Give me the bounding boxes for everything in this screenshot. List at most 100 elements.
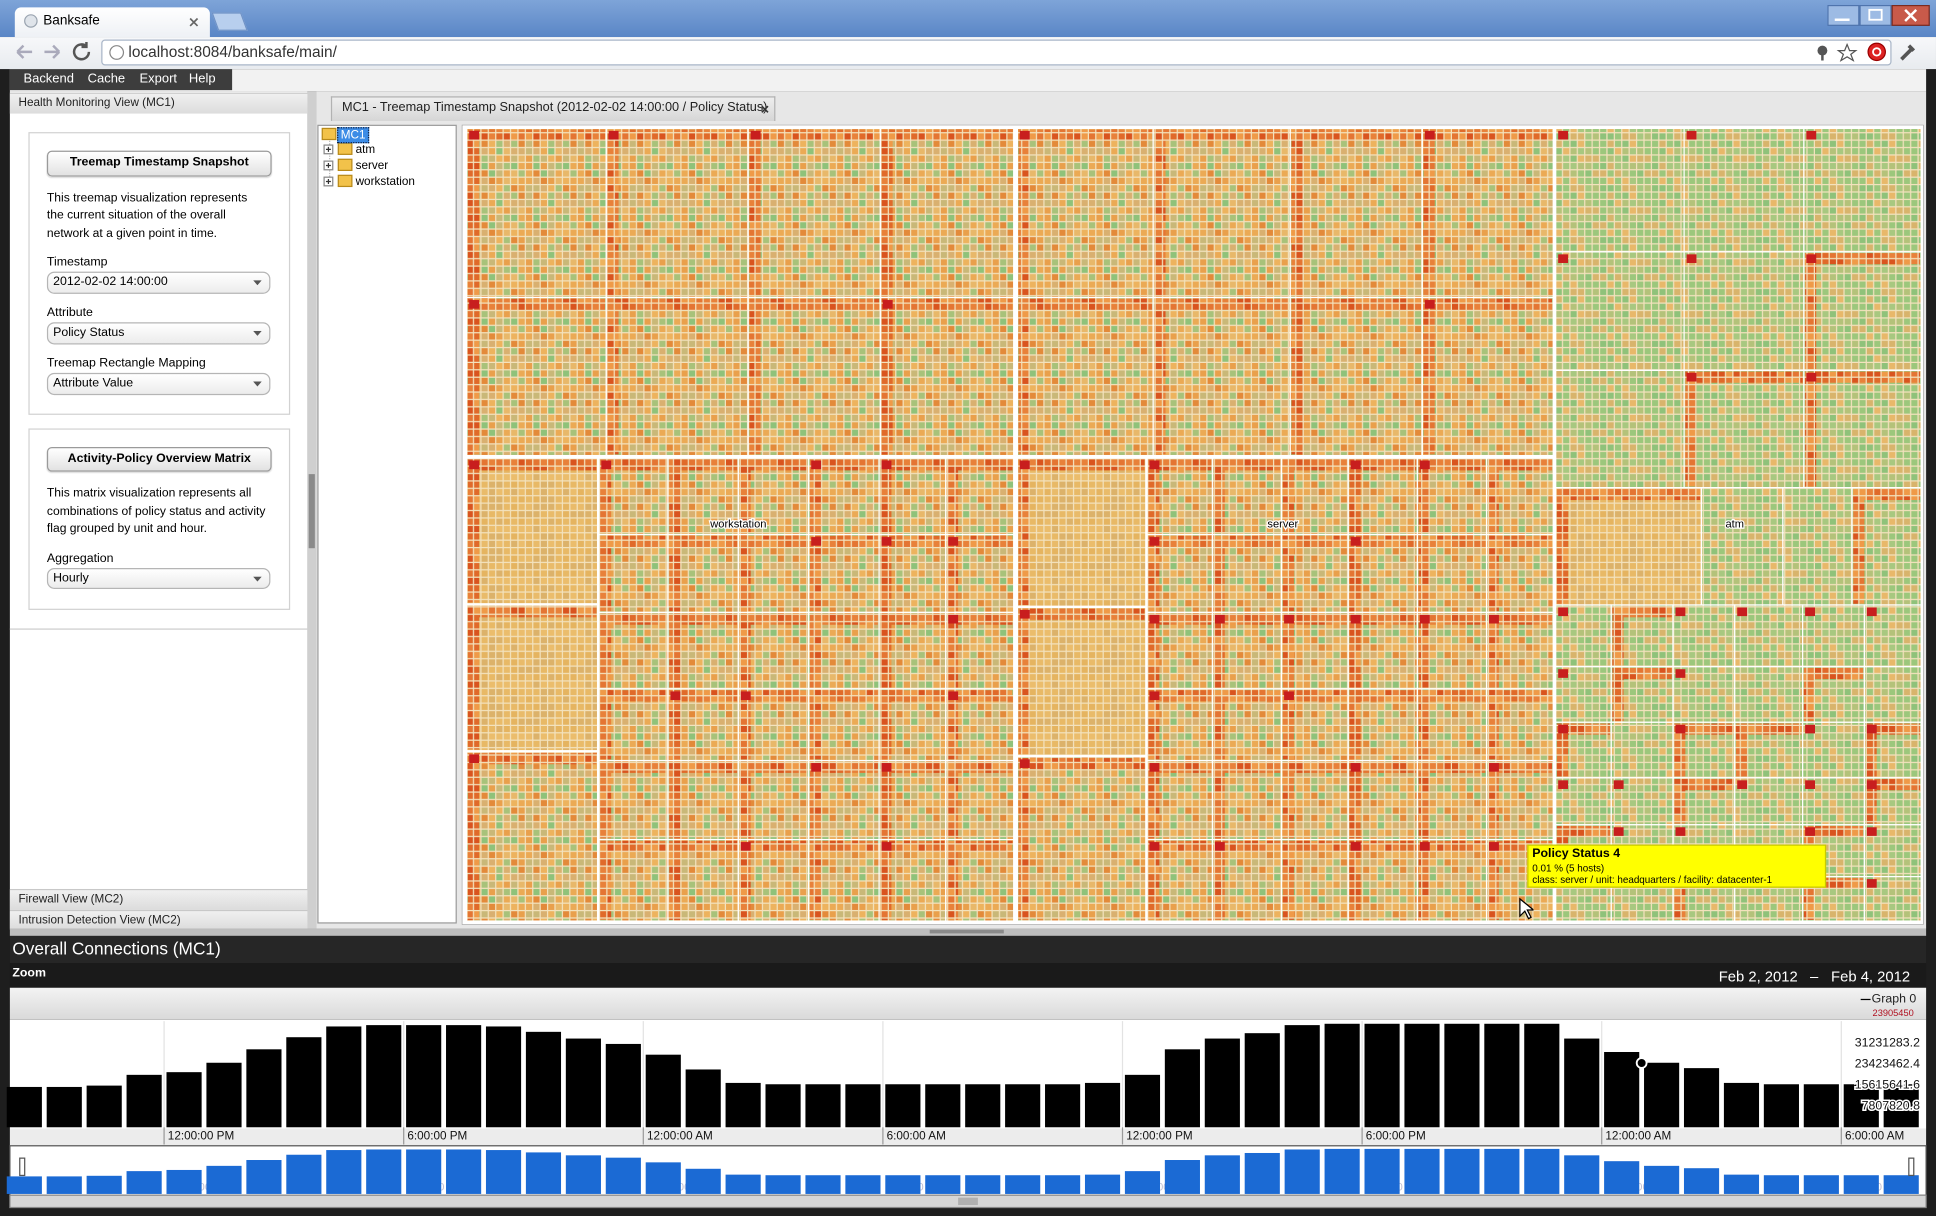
treemap-alert-cell <box>1019 609 1030 619</box>
folder-icon <box>337 142 353 155</box>
tree-node[interactable]: atm <box>355 143 376 157</box>
treemap-alert-cell <box>1806 372 1817 382</box>
treemap[interactable]: workstation server atm <box>461 124 1924 925</box>
treemap-strip <box>1148 459 1212 471</box>
navigator-bar <box>1124 1171 1161 1194</box>
treemap-strip <box>1148 690 1212 702</box>
treemap-strip <box>1018 608 1030 755</box>
folder-icon <box>337 158 353 172</box>
treemap-alert-cell <box>1675 669 1686 678</box>
treemap-strip <box>1487 690 1499 760</box>
minimize-button[interactable] <box>1827 4 1860 26</box>
menu-bar: Backend Cache Export Help <box>9 69 233 91</box>
menu-item[interactable]: Help <box>188 71 216 87</box>
bar <box>166 1072 202 1128</box>
tree-node[interactable]: server <box>355 159 389 173</box>
dropdown[interactable]: Policy Status <box>46 322 271 345</box>
horizontal-splitter[interactable] <box>9 928 1927 936</box>
treemap-block <box>466 127 607 299</box>
treemap-block <box>1555 127 1685 253</box>
tab-close[interactable] <box>761 105 770 114</box>
forward-button[interactable] <box>44 44 61 59</box>
navigator-bar <box>1204 1155 1240 1194</box>
navigator-bar <box>1524 1148 1560 1194</box>
bar <box>1124 1074 1161 1128</box>
treemap-strip <box>749 298 761 455</box>
bar <box>1005 1084 1041 1128</box>
reload-button[interactable] <box>72 41 91 61</box>
treemap-alert-cell <box>469 300 480 309</box>
address-bar[interactable]: localhost:8084/banksafe/main/ <box>101 39 1892 66</box>
treemap-alert-cell <box>882 300 893 309</box>
icon[interactable] <box>1817 45 1828 56</box>
panel-header[interactable]: Firewall View (MC2) <box>9 888 308 910</box>
page-icon <box>109 45 125 60</box>
dropdown[interactable]: Hourly <box>46 567 271 589</box>
zoom-label[interactable]: Zoom <box>12 966 46 981</box>
range-end[interactable]: Feb 4, 2012 <box>1831 967 1911 986</box>
bar <box>1364 1023 1400 1128</box>
dropdown[interactable]: Attribute Value <box>46 372 271 396</box>
bar <box>605 1043 641 1128</box>
splitter-grip[interactable] <box>929 929 1004 934</box>
range-start[interactable]: Feb 2, 2012 <box>1718 967 1798 986</box>
treemap-strip <box>880 535 945 547</box>
main-tab[interactable]: MC1 - Treemap Timestamp Snapshot (2012-0… <box>330 96 776 121</box>
maximize-button[interactable] <box>1859 4 1892 26</box>
treemap-strip <box>1612 606 1672 618</box>
folder-icon <box>321 127 337 141</box>
treemap-alert-cell <box>948 614 959 624</box>
treemap-strip <box>1213 613 1281 625</box>
treemap-strip <box>1418 761 1430 839</box>
bar <box>925 1084 961 1128</box>
legend-entry[interactable]: Graph 0 <box>1860 993 1916 1006</box>
treemap-strip <box>739 535 808 547</box>
treemap-strip <box>467 298 605 310</box>
treemap-alert-cell <box>1805 607 1815 617</box>
treemap-strip <box>880 840 945 852</box>
connections-chart[interactable]: 12:00:00 PM 12:00:00 PM 6:00:00 PM 6:00:00 … <box>0 1019 1936 1216</box>
tree-root[interactable]: MC1 <box>337 127 370 144</box>
tree-node[interactable]: workstation <box>355 175 415 189</box>
browser-tab[interactable]: Banksafe <box>14 7 210 38</box>
treemap-strip <box>600 613 667 625</box>
treemap-strip <box>947 690 959 760</box>
treemap-strip <box>1418 761 1486 773</box>
new-tab-button[interactable] <box>211 12 248 31</box>
navigator-bar <box>46 1176 82 1194</box>
menu-item[interactable]: Export <box>139 71 178 87</box>
settings-wrench[interactable] <box>1900 44 1916 61</box>
navigator-bar <box>326 1150 362 1194</box>
treemap-alert-cell <box>1214 614 1225 624</box>
menu-item[interactable]: Backend <box>23 71 74 87</box>
menu-item[interactable]: Cache <box>87 71 126 87</box>
treemap-strip <box>1735 723 1802 735</box>
treemap-strip <box>1154 129 1166 297</box>
treemap-strip <box>947 613 959 688</box>
treemap-block <box>879 296 1015 457</box>
splitter-grip[interactable] <box>308 474 315 549</box>
panel-header[interactable]: Intrusion Detection View (MC2) <box>9 909 308 930</box>
bar <box>525 1031 562 1128</box>
panel-header[interactable]: Health Monitoring View (MC1) <box>9 92 308 114</box>
extension-icon[interactable] <box>1867 42 1886 62</box>
back-button[interactable] <box>16 44 33 59</box>
treemap-alert-cell <box>1613 780 1624 789</box>
x-tick-label: 6:00:00 AM <box>887 1130 946 1143</box>
bookmark-star[interactable] <box>1836 43 1858 62</box>
treemap-strip <box>809 761 822 839</box>
treemap-strip <box>1612 606 1624 666</box>
treemap-strip <box>739 690 751 760</box>
dropdown[interactable]: 2012-02-02 14:00:00 <box>46 271 271 294</box>
matrix-button[interactable]: Activity-Policy Overview Matrix <box>46 446 272 472</box>
treemap-alert-cell <box>881 537 892 546</box>
vertical-splitter[interactable] <box>307 91 317 929</box>
scrollbar-thumb[interactable] <box>958 1197 978 1206</box>
treemap-button[interactable]: Treemap Timestamp Snapshot <box>46 150 272 177</box>
bar <box>1683 1068 1720 1128</box>
tab-close[interactable] <box>189 17 199 27</box>
treemap-strip <box>669 840 738 852</box>
treemap-strip <box>1349 613 1417 625</box>
treemap-label: atm <box>1725 519 1744 531</box>
icon <box>325 179 331 184</box>
